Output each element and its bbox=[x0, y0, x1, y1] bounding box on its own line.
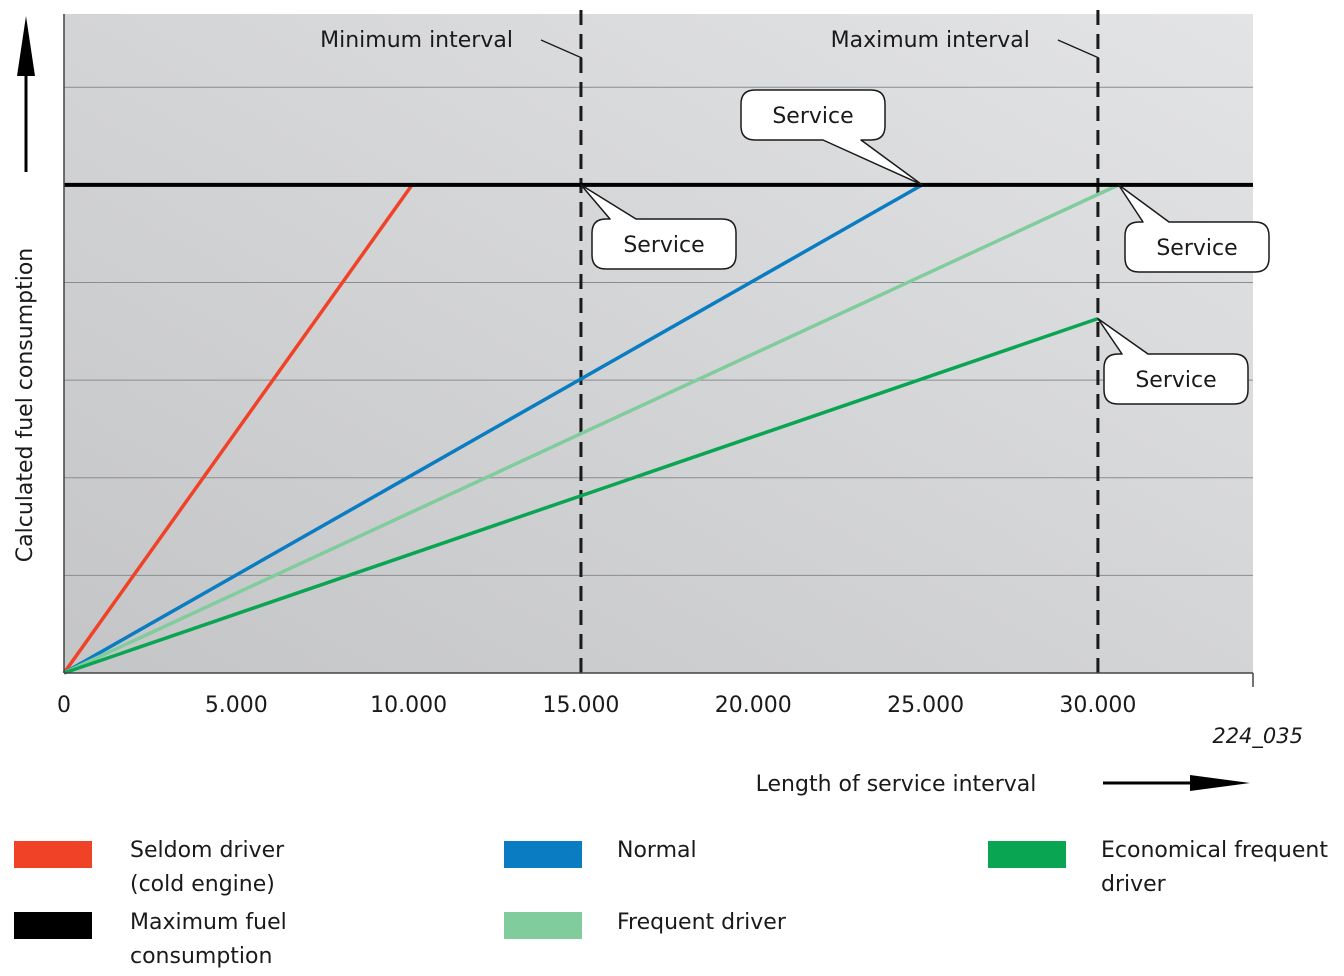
y-axis-label: Calculated fuel consumption bbox=[13, 248, 38, 562]
service-callout-bubble bbox=[740, 89, 923, 186]
reference-leader-line bbox=[540, 39, 583, 59]
legend-label-economical-frequent-driver: Economical frequent driver bbox=[1101, 838, 1328, 897]
x-tick-label: 15.000 bbox=[542, 693, 619, 718]
service-callouts: Service Service Service Service bbox=[580, 89, 1270, 405]
service-callout-bubble bbox=[580, 184, 737, 270]
service-callout-label: Service bbox=[1135, 368, 1216, 393]
legend-label-max-consumption: Maximum fuel consumption bbox=[130, 910, 287, 969]
series-line bbox=[63, 316, 1099, 675]
series-line bbox=[63, 183, 1120, 675]
legend-swatch-normal bbox=[504, 841, 582, 868]
x-tick-label: 30.000 bbox=[1059, 693, 1136, 718]
reference-line-label: Maximum interval bbox=[831, 28, 1030, 53]
legend-swatch-frequent-driver bbox=[504, 912, 582, 939]
x-tick-labels: 0 5.000 10.000 15.000 20.000 25.000 30.000 bbox=[57, 693, 1136, 718]
x-tick-label: 0 bbox=[57, 693, 71, 718]
axes bbox=[63, 14, 1254, 687]
reference-leader-line bbox=[1057, 39, 1100, 59]
service-callout-label: Service bbox=[1156, 236, 1237, 261]
series-lines bbox=[62, 182, 1253, 675]
figure-id: 224_035 bbox=[1212, 724, 1303, 749]
legend-label-frequent-driver: Frequent driver bbox=[617, 910, 786, 935]
series-line bbox=[63, 183, 924, 675]
x-axis-arrow-icon bbox=[1190, 775, 1250, 791]
x-tick-label: 5.000 bbox=[205, 693, 268, 718]
x-tick-label: 10.000 bbox=[370, 693, 447, 718]
y-axis-arrow-icon bbox=[17, 16, 35, 76]
legend-swatch-economical-frequent-driver bbox=[988, 841, 1066, 868]
service-callout-label: Service bbox=[623, 233, 704, 258]
reference-line-label: Minimum interval bbox=[320, 28, 513, 53]
service-callout-label: Service bbox=[772, 104, 853, 129]
legend-swatch-seldom-driver bbox=[14, 841, 92, 868]
legend-label-normal: Normal bbox=[617, 838, 697, 863]
service-callout-bubble bbox=[1097, 317, 1249, 405]
reference-lines: Minimum interval Maximum interval bbox=[320, 10, 1100, 673]
legend-swatch-max-consumption bbox=[14, 912, 92, 939]
x-tick-label: 25.000 bbox=[887, 693, 964, 718]
x-axis-label: Length of service interval bbox=[756, 772, 1037, 797]
service-callout-bubble bbox=[1117, 184, 1270, 273]
series-line bbox=[62, 183, 414, 675]
plot-area bbox=[64, 14, 1253, 673]
grid-lines bbox=[64, 86, 1253, 576]
legend-label-seldom-driver: Seldom driver (cold engine) bbox=[130, 838, 285, 897]
x-tick-label: 20.000 bbox=[715, 693, 792, 718]
